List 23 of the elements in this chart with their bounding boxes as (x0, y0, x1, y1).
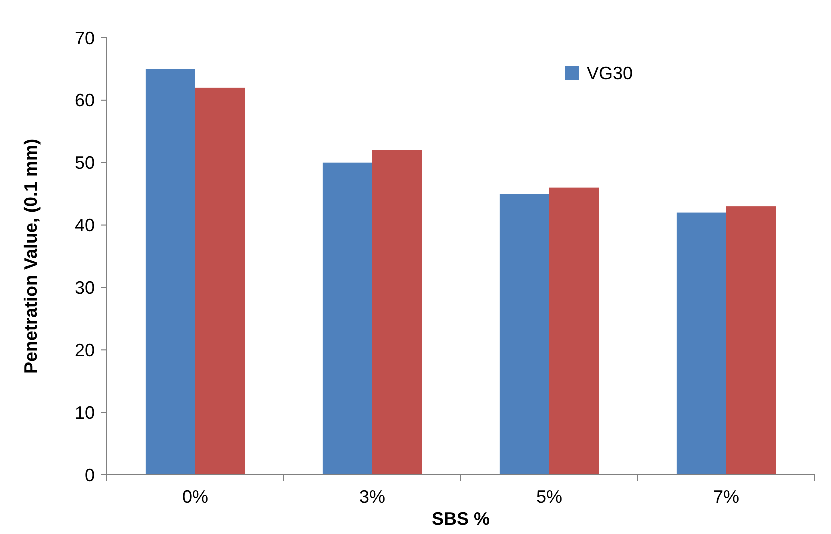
y-tick-label: 20 (74, 340, 95, 360)
x-tick-label: 3% (359, 487, 386, 507)
bar (550, 188, 600, 475)
x-tick-label: 0% (182, 487, 209, 507)
y-tick-label: 30 (74, 278, 95, 298)
y-tick-label: 10 (74, 402, 95, 423)
y-tick-label: 0 (84, 465, 95, 486)
bar (676, 212, 726, 475)
bar (146, 69, 196, 475)
x-axis-title: SBS % (432, 509, 490, 529)
y-tick-label: 60 (74, 90, 95, 111)
bar (322, 162, 372, 475)
bar (500, 194, 550, 475)
y-tick-label: 50 (74, 153, 95, 174)
legend-label: VG30 (587, 63, 634, 84)
y-tick-label: 70 (74, 28, 95, 48)
bar (372, 150, 422, 475)
x-tick-label: 5% (536, 487, 563, 507)
y-tick-label: 40 (74, 216, 95, 236)
x-tick-label: 7% (713, 487, 740, 507)
bar (726, 206, 776, 475)
y-axis-title: Penetration Value, (0.1 mm) (21, 138, 41, 374)
bar (196, 88, 246, 475)
